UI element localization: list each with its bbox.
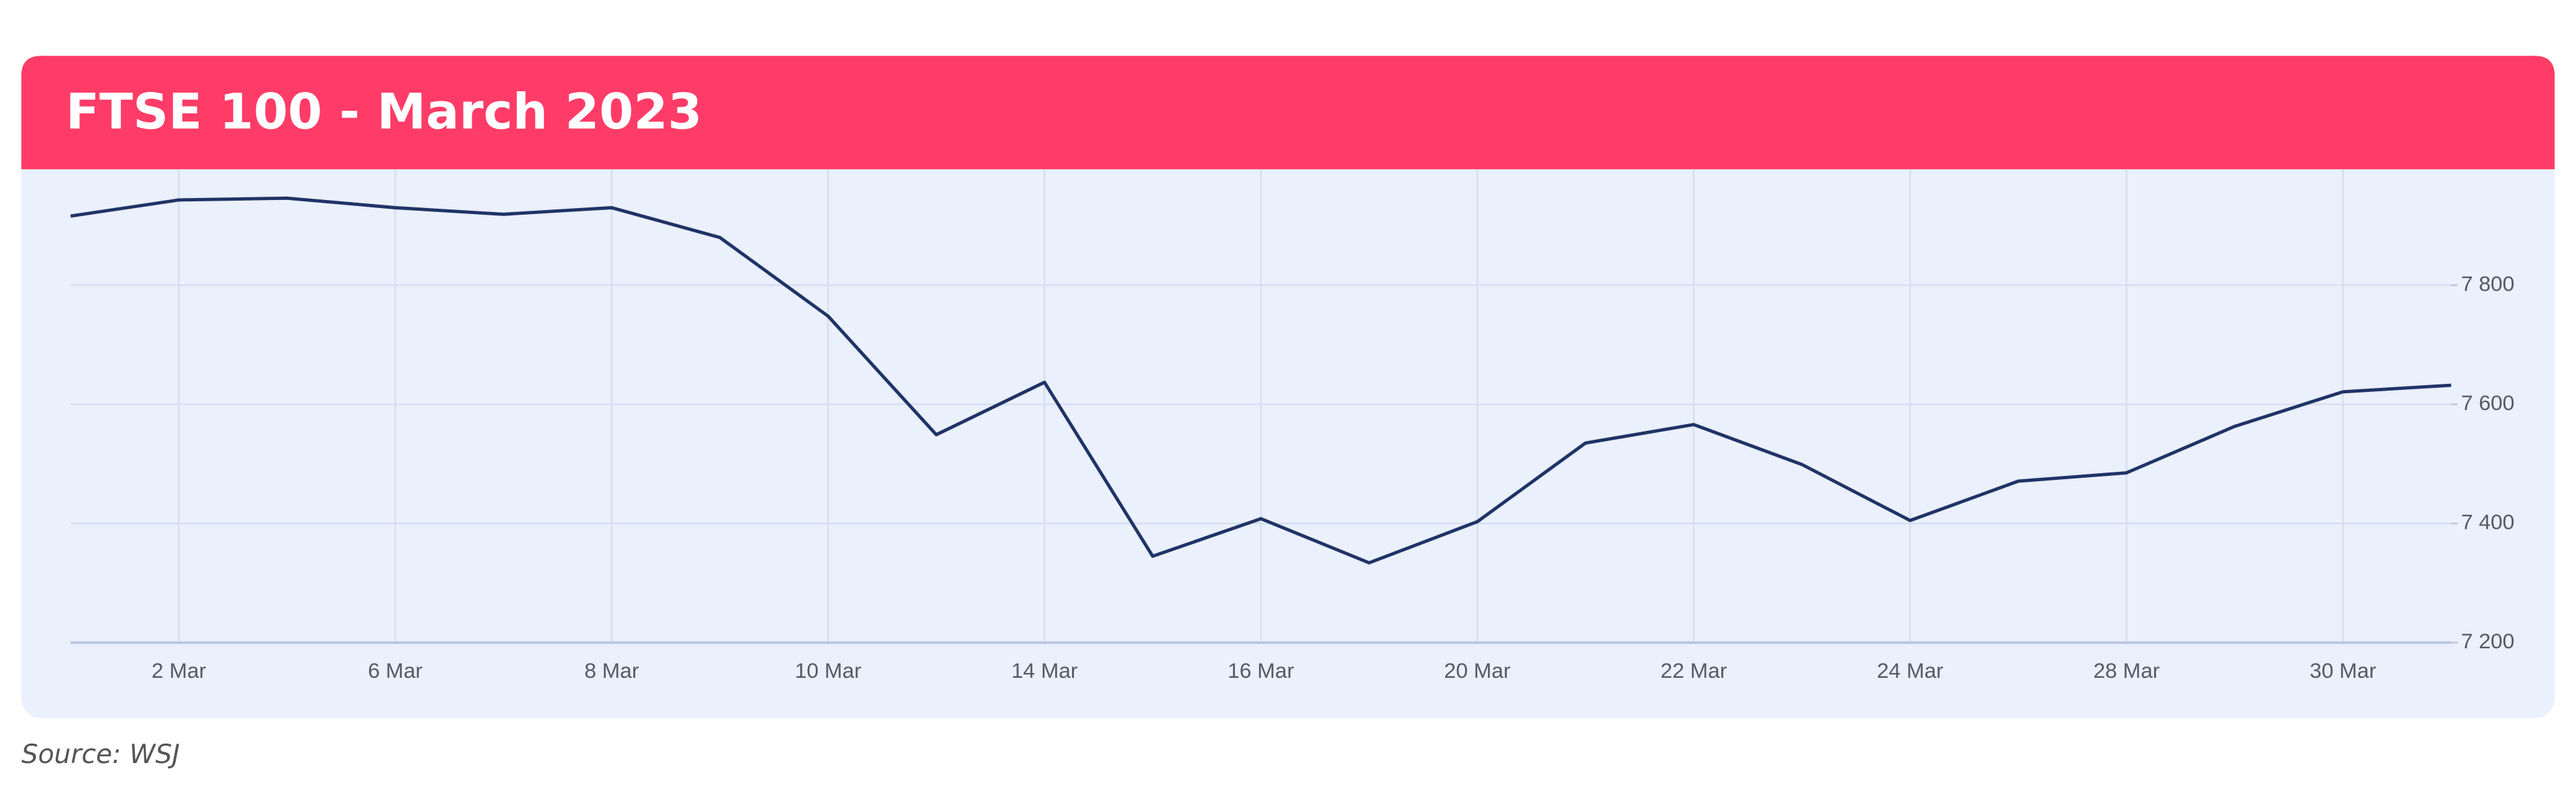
x-tick-label: 6 Mar (368, 658, 423, 683)
x-tick-label: 2 Mar (152, 658, 207, 683)
x-tick-label: 16 Mar (1228, 658, 1294, 683)
x-tick-label: 22 Mar (1660, 658, 1727, 683)
x-tick-label: 20 Mar (1444, 658, 1511, 683)
plot-area: 2 Mar 6 Mar 8 Mar 10 Mar 14 Mar 16 Mar 20 Mar 2… (70, 169, 2514, 683)
chart-title: FTSE 100 - March 2023 (66, 83, 702, 140)
x-tick-label: 14 Mar (1011, 658, 1077, 683)
x-tick-label: 28 Mar (2093, 658, 2159, 683)
y-tick-label: 7 200 (2461, 629, 2515, 653)
source-note: Source: WSJ (21, 740, 180, 770)
y-tick-label: 7 400 (2461, 509, 2515, 534)
y-tick-label: 7 800 (2461, 271, 2515, 295)
x-tick-label: 30 Mar (2310, 658, 2376, 683)
x-tick-label: 24 Mar (1877, 658, 1943, 683)
header-band (21, 56, 2555, 170)
y-tick-label: 7 600 (2461, 391, 2515, 415)
price-line (70, 196, 2452, 565)
x-tick-label: 10 Mar (795, 658, 861, 683)
x-tick-label: 8 Mar (584, 658, 639, 683)
card (21, 56, 2555, 719)
